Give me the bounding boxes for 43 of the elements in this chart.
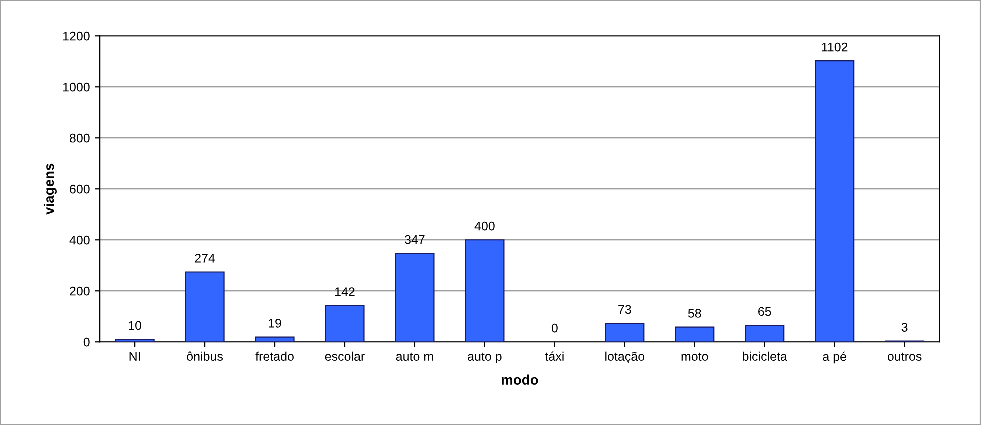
data-label: 19 <box>269 319 282 328</box>
bar <box>325 305 365 342</box>
bar <box>815 60 855 342</box>
x-tick-label: fretado <box>256 352 294 362</box>
y-axis-title: viagens <box>44 164 57 215</box>
data-label: 274 <box>195 254 216 263</box>
x-tick-label: moto <box>682 352 708 362</box>
x-tick-label: táxi <box>545 352 564 362</box>
bar <box>255 336 295 342</box>
x-tick-label: a pé <box>823 352 846 364</box>
bar <box>745 324 785 342</box>
y-tick-label: 400 <box>70 236 90 245</box>
bar <box>395 253 435 342</box>
bar <box>465 240 505 342</box>
x-tick-label: escolar <box>325 352 365 362</box>
x-tick-label: NI <box>130 352 140 361</box>
y-tick-label: 1000 <box>63 82 90 92</box>
data-label: 400 <box>474 222 495 231</box>
data-label: 10 <box>129 321 142 330</box>
bar <box>675 326 715 342</box>
data-label: 1102 <box>822 42 848 52</box>
y-tick-label: 200 <box>70 286 90 296</box>
data-label: 347 <box>405 235 425 244</box>
x-tick-label: ônibus <box>187 352 223 362</box>
x-tick-label: bicicleta <box>743 352 788 362</box>
y-tick-label: 0 <box>84 338 90 347</box>
bar <box>185 272 225 342</box>
data-label: 73 <box>618 305 632 314</box>
data-label: 0 <box>552 324 558 333</box>
data-label: 3 <box>902 323 908 332</box>
x-tick-label: auto p <box>468 352 502 364</box>
x-tick-label: outros <box>888 352 922 362</box>
y-tick-label: 800 <box>70 134 90 143</box>
y-tick-label: 1200 <box>63 32 90 41</box>
data-label: 65 <box>758 307 772 316</box>
data-label: 142 <box>336 288 355 296</box>
bar <box>115 339 155 342</box>
bar <box>605 322 645 342</box>
x-axis-title: modo <box>502 374 538 385</box>
y-tick-label: 600 <box>70 184 90 194</box>
x-tick-label: auto m <box>396 352 434 362</box>
data-label: 58 <box>688 309 702 318</box>
x-tick-label: lotação <box>606 352 645 364</box>
